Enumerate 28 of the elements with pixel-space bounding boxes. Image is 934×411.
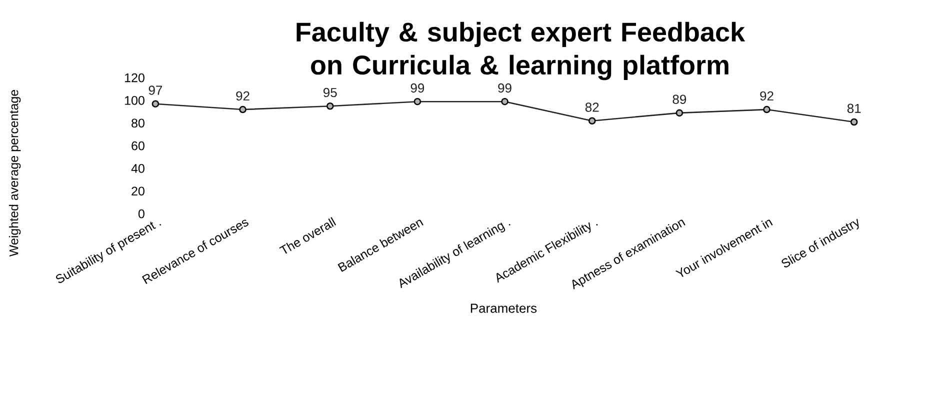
data-label: 82 (585, 102, 599, 112)
point (588, 117, 596, 125)
y-tick-label: 80 (132, 118, 144, 128)
data-label: 92 (236, 91, 250, 101)
point (501, 98, 508, 106)
point (326, 102, 334, 110)
point (676, 109, 684, 117)
y-tick-label: 60 (132, 141, 144, 150)
point (850, 118, 858, 126)
data-label: 97 (148, 86, 162, 95)
y-tick-label: 100 (125, 96, 144, 105)
chart-title: Faculty & subject expert Feedback on Curricula & learning platform (296, 22, 746, 80)
point (239, 106, 246, 114)
data-label: 99 (498, 83, 512, 93)
y-axis-title: Weighted average percentage (9, 90, 21, 257)
data-label: 95 (324, 88, 337, 98)
point (152, 100, 160, 108)
point (763, 106, 770, 114)
data-label: 89 (672, 94, 686, 104)
y-tick-label: 40 (131, 164, 144, 173)
y-tick-label: 20 (132, 186, 144, 196)
point (414, 98, 422, 106)
data-label: 81 (847, 104, 861, 114)
y-tick-label: 120 (125, 73, 144, 82)
x-axis-title: Parameters (470, 304, 537, 313)
data-label: 92 (760, 91, 774, 101)
y-tick-label: 0 (138, 209, 144, 218)
data-label: 99 (410, 83, 424, 93)
